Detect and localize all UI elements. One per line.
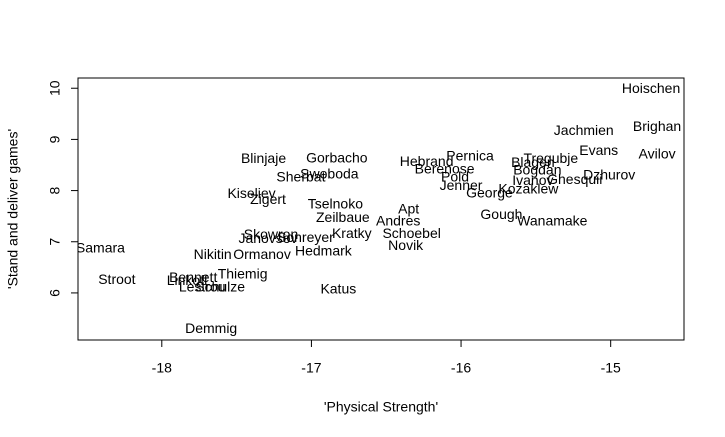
point-label: Stroot: [98, 271, 135, 287]
point-label: Evans: [579, 142, 618, 158]
point-label: Dzhurov: [583, 166, 635, 182]
point-label: Demmig: [185, 320, 237, 336]
y-tick-label: 9: [47, 135, 63, 143]
point-label: Avilov: [639, 145, 676, 161]
point-label: Pernica: [446, 148, 494, 164]
y-tick-label: 10: [47, 80, 63, 96]
point-label: Ivanov: [512, 172, 553, 188]
plot-box: [77, 77, 685, 341]
point-label: Andres: [376, 212, 420, 228]
point-label: Zigert: [250, 191, 286, 207]
point-label: Tregubje: [523, 150, 578, 166]
x-tick-label: -17: [301, 360, 321, 376]
point-label: George: [466, 184, 513, 200]
point-label: Kratky: [332, 225, 372, 241]
y-tick-label: 8: [47, 186, 63, 194]
x-tick-label: -16: [451, 360, 471, 376]
point-label: Jenner: [440, 177, 483, 193]
point-label: Schoebel: [382, 225, 440, 241]
x-axis-label: 'Physical Strength': [324, 399, 438, 415]
point-label: Nikitin: [194, 246, 232, 262]
point-label: Kiseliev: [227, 185, 275, 201]
point-label: Samara: [76, 240, 125, 256]
point-label: Jachmien: [554, 122, 614, 138]
point-label: Zeilbaue: [316, 209, 370, 225]
point-label: Bennett: [169, 269, 217, 285]
point-label: Bogdan: [513, 161, 561, 177]
point-label: Ghesquii: [547, 171, 602, 187]
points: Hoischen Brighan Jachmien Evans Avilov Pernic…: [76, 80, 681, 336]
point-label: Lestrou: [179, 279, 226, 295]
point-label: Pold: [441, 168, 469, 184]
point-label: Ormanov: [233, 246, 291, 262]
x-tick-label: -18: [152, 360, 172, 376]
point-label: Novik: [388, 237, 424, 253]
point-label: Janovsov: [238, 230, 297, 246]
y-tick-label: 6: [47, 289, 63, 297]
point-label: Berenose: [415, 160, 475, 176]
y-axis-label: 'Stand and deliver games': [5, 129, 21, 289]
point-label: Thiemig: [218, 266, 268, 282]
point-label: Blagen: [511, 154, 555, 170]
point-label: Hoischen: [622, 80, 680, 96]
point-label: Sherbat: [276, 168, 325, 184]
point-label: Kozaklew: [498, 180, 559, 196]
point-label: Gough: [480, 206, 522, 222]
x-tick-label: -15: [601, 360, 621, 376]
point-label: Katus: [320, 281, 356, 297]
point-label: Hebrand: [400, 153, 454, 169]
point-label: Hedmark: [295, 243, 353, 259]
point-label: Sonreyer: [277, 229, 334, 245]
point-label: Blinjaje: [241, 150, 286, 166]
point-label: Gorbacho: [306, 150, 368, 166]
point-label: Brighan: [633, 118, 681, 134]
y-tick-label: 7: [47, 238, 63, 246]
point-label: Linkoff: [167, 272, 208, 288]
point-label: Skowron: [244, 226, 298, 242]
point-label: Wanamake: [517, 212, 588, 228]
point-label: Swoboda: [300, 165, 359, 181]
point-label: Tselnoko: [308, 196, 363, 212]
point-label: Schulze: [195, 279, 245, 295]
point-label: Apt: [398, 201, 419, 217]
